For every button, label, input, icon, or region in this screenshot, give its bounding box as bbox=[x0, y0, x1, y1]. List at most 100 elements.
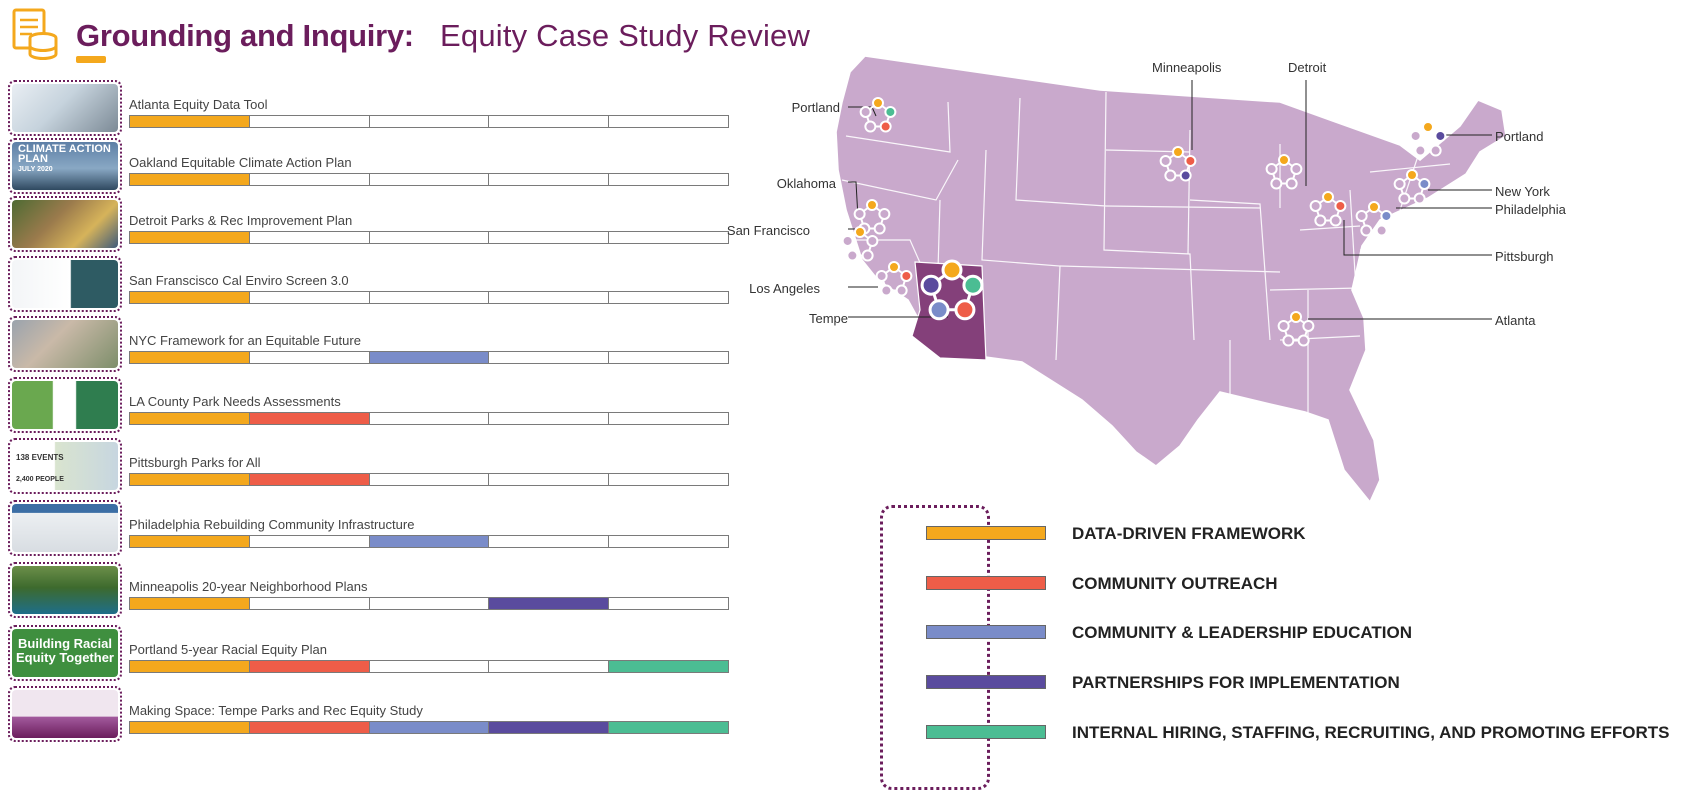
bar-segment-empty bbox=[608, 412, 729, 425]
legend-swatch bbox=[926, 725, 1046, 739]
thumbnail-image bbox=[12, 381, 118, 429]
case-study-thumbnail bbox=[8, 316, 122, 372]
cluster-dot-outreach bbox=[954, 299, 976, 321]
cluster-dot-data bbox=[1290, 311, 1302, 323]
case-study-label: San Franscisco Cal Enviro Screen 3.0 bbox=[129, 273, 349, 288]
bar-segment-empty bbox=[248, 231, 370, 244]
city-label: Tempe bbox=[808, 311, 848, 326]
legend-item: COMMUNITY OUTREACH bbox=[926, 573, 1700, 593]
cluster-dot-empty bbox=[1302, 319, 1315, 332]
cluster-dot-empty bbox=[1329, 214, 1342, 227]
city-cluster bbox=[875, 261, 913, 297]
thumbnail-caption: CLIMATE ACTION PLAN bbox=[18, 143, 111, 165]
case-study-label: Making Space: Tempe Parks and Rec Equity… bbox=[129, 703, 423, 718]
category-bar bbox=[129, 412, 729, 425]
cluster-dot-hiring bbox=[962, 274, 984, 296]
thumbnail-image bbox=[12, 200, 118, 248]
bar-segment-empty bbox=[488, 231, 610, 244]
thumbnail-caption: Building Racial Equity Together bbox=[16, 636, 114, 665]
category-bar bbox=[129, 231, 729, 244]
cluster-dot-empty bbox=[1309, 199, 1322, 212]
cluster-dot-empty bbox=[1282, 334, 1295, 347]
bar-segment-empty bbox=[488, 115, 610, 128]
category-bar bbox=[129, 173, 729, 186]
cluster-dot-data bbox=[866, 199, 878, 211]
legend-label: COMMUNITY & LEADERSHIP EDUCATION bbox=[1072, 623, 1413, 642]
cluster-dot-empty bbox=[895, 284, 908, 297]
thumbnail-image bbox=[12, 504, 118, 552]
bar-segment-empty bbox=[488, 473, 610, 486]
bar-segment-partnership bbox=[488, 597, 610, 610]
thumbnail-image bbox=[12, 690, 118, 738]
case-study-row: NYC Framework for an Equitable Future bbox=[8, 316, 733, 374]
cluster-dot-empty bbox=[1375, 224, 1388, 237]
thumbnail-image: CLIMATE ACTION PLAN JULY 2020 bbox=[12, 142, 118, 190]
case-study-thumbnail bbox=[8, 562, 122, 618]
city-label: Portland bbox=[1495, 129, 1544, 144]
legend-swatch bbox=[926, 675, 1046, 689]
bar-segment-empty bbox=[248, 173, 370, 186]
cluster-dot-empty bbox=[1314, 214, 1327, 227]
bar-segment-empty bbox=[608, 351, 729, 364]
legend-label: COMMUNITY OUTREACH bbox=[1072, 574, 1278, 593]
bar-segment-empty bbox=[368, 473, 490, 486]
city-label: San Francisco bbox=[726, 223, 810, 238]
bar-segment-empty bbox=[488, 535, 610, 548]
bar-segment-empty bbox=[368, 291, 490, 304]
thumbnail-image bbox=[12, 260, 118, 308]
bar-segment-empty bbox=[248, 115, 370, 128]
city-cluster bbox=[1309, 191, 1347, 227]
category-bar bbox=[129, 721, 729, 734]
bar-segment-empty bbox=[488, 351, 610, 364]
category-bar bbox=[129, 115, 729, 128]
cluster-dot-outreach bbox=[1184, 154, 1197, 167]
cluster-dot-data bbox=[1422, 121, 1434, 133]
case-study-row: Minneapolis 20-year Neighborhood Plans bbox=[8, 562, 733, 620]
cluster-dot-empty bbox=[1413, 192, 1426, 205]
case-study-thumbnail: CLIMATE ACTION PLAN JULY 2020 bbox=[8, 138, 122, 194]
legend-dotted-frame bbox=[880, 505, 990, 790]
legend-item: COMMUNITY & LEADERSHIP EDUCATION bbox=[926, 622, 1700, 642]
case-study-label: Minneapolis 20-year Neighborhood Plans bbox=[129, 579, 368, 594]
thumbnail-subcaption: 2,400 PEOPLE bbox=[16, 476, 64, 483]
cluster-dot-outreach bbox=[900, 269, 913, 282]
city-label: Minneapolis bbox=[1152, 60, 1222, 75]
bar-segment-empty bbox=[608, 473, 729, 486]
title-accent-bar bbox=[76, 56, 106, 63]
cluster-dot-empty bbox=[873, 222, 886, 235]
city-cluster bbox=[1393, 169, 1431, 205]
cluster-dot-partnership bbox=[1434, 129, 1447, 142]
bar-segment-data bbox=[129, 173, 250, 186]
city-clusters bbox=[841, 97, 1447, 347]
bar-segment-data bbox=[129, 660, 250, 673]
legend-item: INTERNAL HIRING, STAFFING, RECRUITING, A… bbox=[926, 722, 1700, 742]
cluster-dot-empty bbox=[859, 105, 872, 118]
cluster-dot-empty bbox=[878, 207, 891, 220]
city-label: Pittsburgh bbox=[1495, 249, 1554, 264]
city-label: Atlanta bbox=[1495, 313, 1536, 328]
city-cluster bbox=[841, 226, 879, 262]
bar-segment-hiring bbox=[608, 660, 729, 673]
thumbnail-subcaption: JULY 2020 bbox=[18, 166, 53, 173]
city-cluster bbox=[1355, 201, 1393, 237]
case-study-label: Atlanta Equity Data Tool bbox=[129, 97, 268, 112]
category-bar bbox=[129, 473, 729, 486]
case-study-row: Building Racial Equity Together Portland … bbox=[8, 625, 733, 683]
cluster-dot-empty bbox=[880, 284, 893, 297]
case-study-thumbnail bbox=[8, 377, 122, 433]
case-study-row: 138 EVENTS 2,400 PEOPLE Pittsburgh Parks f… bbox=[8, 438, 733, 496]
bar-segment-outreach bbox=[248, 473, 370, 486]
cluster-dot-empty bbox=[1355, 209, 1368, 222]
city-cluster bbox=[1409, 121, 1447, 157]
legend-swatch bbox=[926, 526, 1046, 540]
city-label: Los Angeles bbox=[749, 281, 820, 296]
case-study-label: Philadelphia Rebuilding Community Infras… bbox=[129, 517, 415, 532]
thumbnail-caption: 138 EVENTS bbox=[16, 453, 64, 462]
bar-segment-education bbox=[368, 721, 490, 734]
cluster-dot-empty bbox=[1277, 319, 1290, 332]
bar-segment-empty bbox=[248, 535, 370, 548]
city-cluster bbox=[859, 97, 897, 133]
legend-swatch bbox=[926, 625, 1046, 639]
case-study-label: Oakland Equitable Climate Action Plan bbox=[129, 155, 352, 170]
bar-segment-data bbox=[129, 473, 250, 486]
